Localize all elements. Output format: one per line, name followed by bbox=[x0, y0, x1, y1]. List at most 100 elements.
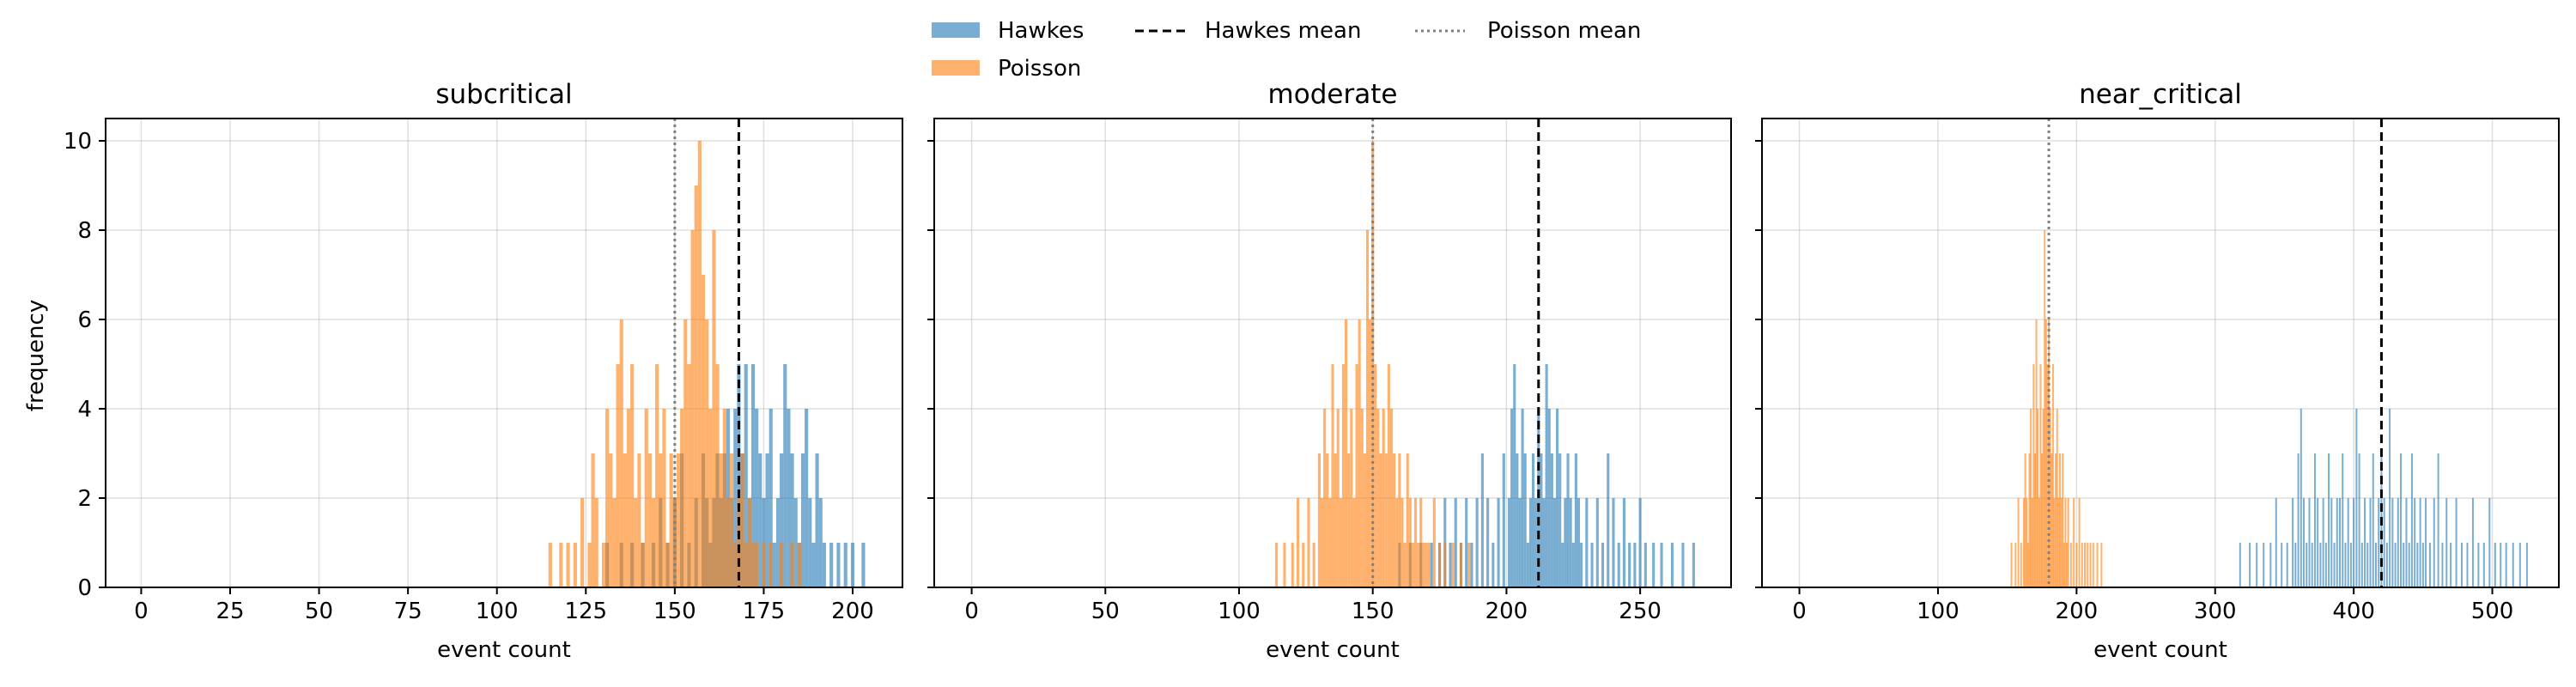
histogram-bar bbox=[672, 498, 677, 587]
histogram-bar bbox=[2372, 453, 2374, 587]
histogram-bar bbox=[2358, 453, 2360, 587]
histogram-bar bbox=[1510, 409, 1514, 587]
x-tick-label: 400 bbox=[2332, 599, 2375, 624]
histogram-bar bbox=[2256, 543, 2258, 587]
histogram-bar bbox=[1345, 319, 1348, 587]
histogram-bar bbox=[1355, 364, 1358, 587]
histogram-bar bbox=[843, 543, 848, 587]
legend-label-hawkes: Hawkes bbox=[998, 18, 1084, 44]
histogram-bar bbox=[1374, 364, 1377, 587]
histogram-bar bbox=[1438, 543, 1442, 587]
histogram-bar bbox=[2239, 543, 2241, 587]
histogram-bar bbox=[1413, 498, 1418, 587]
histogram-bar bbox=[1336, 409, 1340, 587]
histogram-bar bbox=[601, 543, 606, 587]
histogram-bar bbox=[2461, 543, 2464, 587]
histogram-bar bbox=[1360, 409, 1364, 587]
histogram-bar bbox=[1379, 453, 1382, 587]
histogram-bar bbox=[2400, 453, 2403, 587]
histogram-bar bbox=[1552, 498, 1557, 587]
histogram-bar bbox=[850, 543, 855, 587]
x-tick-label: 300 bbox=[2194, 599, 2237, 624]
histogram-bar bbox=[2433, 498, 2435, 587]
histogram-bar bbox=[2100, 543, 2103, 587]
histogram-bar bbox=[740, 453, 744, 587]
histogram-bar bbox=[1307, 498, 1310, 587]
axes-frame bbox=[1761, 118, 2560, 588]
histogram-bar bbox=[1571, 543, 1575, 587]
panel-near-critical: near_critical event count 0 100 200 300 400 5… bbox=[1755, 79, 2560, 663]
histogram-bar bbox=[2525, 543, 2528, 587]
histogram-bar bbox=[2391, 498, 2394, 587]
histogram-bar bbox=[1387, 364, 1390, 587]
histogram-bar bbox=[722, 409, 726, 587]
histogram-bar bbox=[2030, 409, 2032, 587]
histogram-bar bbox=[619, 319, 623, 587]
histogram-bar bbox=[2308, 498, 2311, 587]
histogram-bar bbox=[2344, 543, 2347, 587]
histogram-bar bbox=[1660, 543, 1663, 587]
axes-frame bbox=[105, 118, 903, 588]
histogram-bar bbox=[1400, 498, 1404, 587]
histogram-bar bbox=[2089, 543, 2092, 587]
legend-swatch-hawkes bbox=[932, 22, 980, 38]
histogram-bar bbox=[811, 543, 816, 587]
legend: Hawkes Poisson Hawkes mean Poisson mean bbox=[932, 18, 1641, 82]
histogram-bar bbox=[2306, 543, 2308, 587]
histogram-bar bbox=[1467, 543, 1471, 587]
histogram-bar bbox=[1291, 543, 1294, 587]
legend-swatch-poisson bbox=[932, 60, 980, 76]
histogram-bar bbox=[1566, 453, 1570, 587]
histogram-bar bbox=[815, 453, 819, 587]
histogram-bar bbox=[762, 543, 766, 587]
histogram-bar bbox=[2394, 543, 2397, 587]
axes-frame bbox=[933, 118, 1732, 588]
histogram-bar bbox=[747, 498, 751, 587]
histogram-bar bbox=[1425, 543, 1428, 587]
histogram-bar bbox=[2324, 543, 2327, 587]
histogram-bar bbox=[829, 543, 834, 587]
x-tick-label: 200 bbox=[1485, 599, 1528, 624]
histogram-bar bbox=[669, 453, 673, 587]
histogram-bar bbox=[2044, 319, 2047, 587]
histogram-bar bbox=[2087, 543, 2089, 587]
histogram-bar bbox=[2041, 453, 2044, 587]
histogram-bar bbox=[1561, 543, 1564, 587]
histogram-bar bbox=[1513, 364, 1516, 587]
histogram-bar bbox=[737, 498, 741, 587]
histogram-bar bbox=[1550, 453, 1553, 587]
histogram-bar bbox=[1302, 543, 1305, 587]
histogram-bar bbox=[662, 409, 666, 587]
histogram-bar bbox=[1320, 498, 1324, 587]
histogram-bar bbox=[2046, 364, 2049, 587]
histogram-bar bbox=[2403, 543, 2405, 587]
histogram-bar bbox=[2032, 364, 2035, 587]
histogram-bar bbox=[780, 453, 784, 587]
histogram-bar bbox=[726, 498, 731, 587]
histogram-bar bbox=[1430, 543, 1433, 587]
histogram-bar bbox=[2410, 453, 2413, 587]
histogram-bar bbox=[676, 453, 681, 587]
histogram-bar bbox=[2078, 498, 2081, 587]
histogram-bar bbox=[1643, 543, 1647, 587]
histogram-bar bbox=[2425, 498, 2427, 587]
y-tick-label: 0 bbox=[77, 575, 92, 601]
histogram-bar bbox=[701, 275, 706, 587]
histogram-bar bbox=[651, 498, 656, 587]
histogram-bar bbox=[680, 409, 684, 587]
histogram-bar bbox=[1470, 543, 1473, 587]
x-tick-label: 50 bbox=[1091, 599, 1120, 624]
histogram-bar bbox=[1569, 498, 1572, 587]
histogram-bar bbox=[2081, 543, 2083, 587]
histogram-bar bbox=[2035, 319, 2038, 587]
histogram-bar bbox=[1534, 498, 1538, 587]
x-tick-label: 100 bbox=[476, 599, 519, 624]
histogram-bar bbox=[616, 364, 620, 587]
histogram-bar bbox=[1492, 543, 1495, 587]
histogram-bar bbox=[1459, 543, 1463, 587]
y-tick-label: 2 bbox=[77, 486, 92, 512]
histogram-bar bbox=[2010, 543, 2013, 587]
panel-subcritical: subcritical frequency event count 0 25 50 7… bbox=[23, 79, 903, 663]
histogram-bar bbox=[705, 319, 709, 587]
histogram-bar bbox=[1607, 453, 1610, 587]
